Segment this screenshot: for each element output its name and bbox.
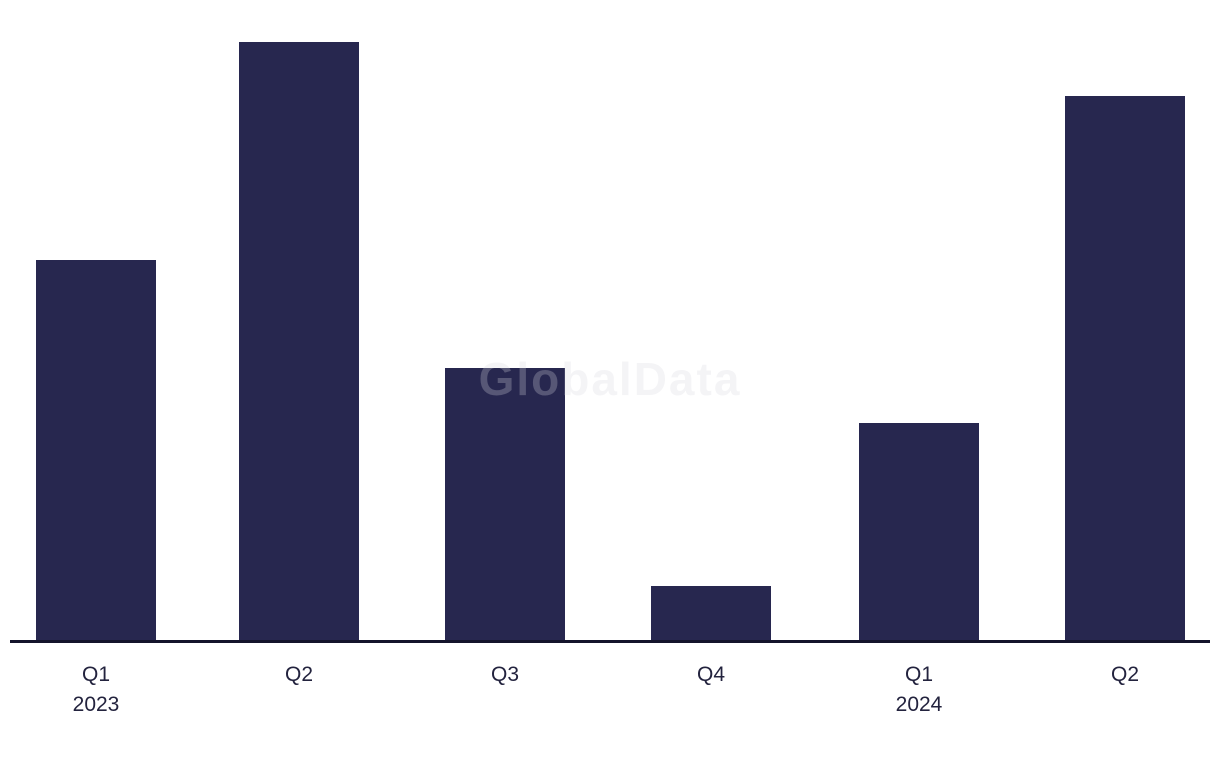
x-tick-label-q1-2024: Q1 2024 — [839, 660, 999, 720]
x-tick-year: 2024 — [895, 693, 943, 716]
x-tick-label-q1-2023: Q1 2023 — [16, 660, 176, 720]
x-tick-quarter: Q2 — [1110, 663, 1139, 686]
bar-q2-2023 — [239, 42, 359, 641]
bar-q1-2024 — [859, 423, 979, 641]
x-axis-line — [10, 640, 1210, 643]
x-tick-label-q2-2024: Q2 — [1045, 660, 1205, 690]
x-tick-quarter: Q1 — [904, 663, 933, 686]
x-tick-quarter: Q2 — [284, 663, 313, 686]
x-tick-quarter: Q4 — [696, 663, 725, 686]
plot-area — [36, 42, 1185, 641]
bar-q4-2023 — [651, 586, 771, 641]
x-axis-labels: Q1 2023 Q2 Q3 Q4 Q1 2024 Q2 — [0, 660, 1220, 760]
bar-q1-2023 — [36, 260, 156, 641]
x-tick-label-q4-2023: Q4 — [631, 660, 791, 690]
bar-q3-2023 — [445, 368, 565, 641]
bar-q2-2024 — [1065, 96, 1185, 641]
x-tick-quarter: Q3 — [490, 663, 519, 686]
x-tick-label-q2-2023: Q2 — [219, 660, 379, 690]
x-tick-quarter: Q1 — [81, 663, 110, 686]
x-tick-year: 2023 — [72, 693, 120, 716]
x-tick-label-q3-2023: Q3 — [425, 660, 585, 690]
